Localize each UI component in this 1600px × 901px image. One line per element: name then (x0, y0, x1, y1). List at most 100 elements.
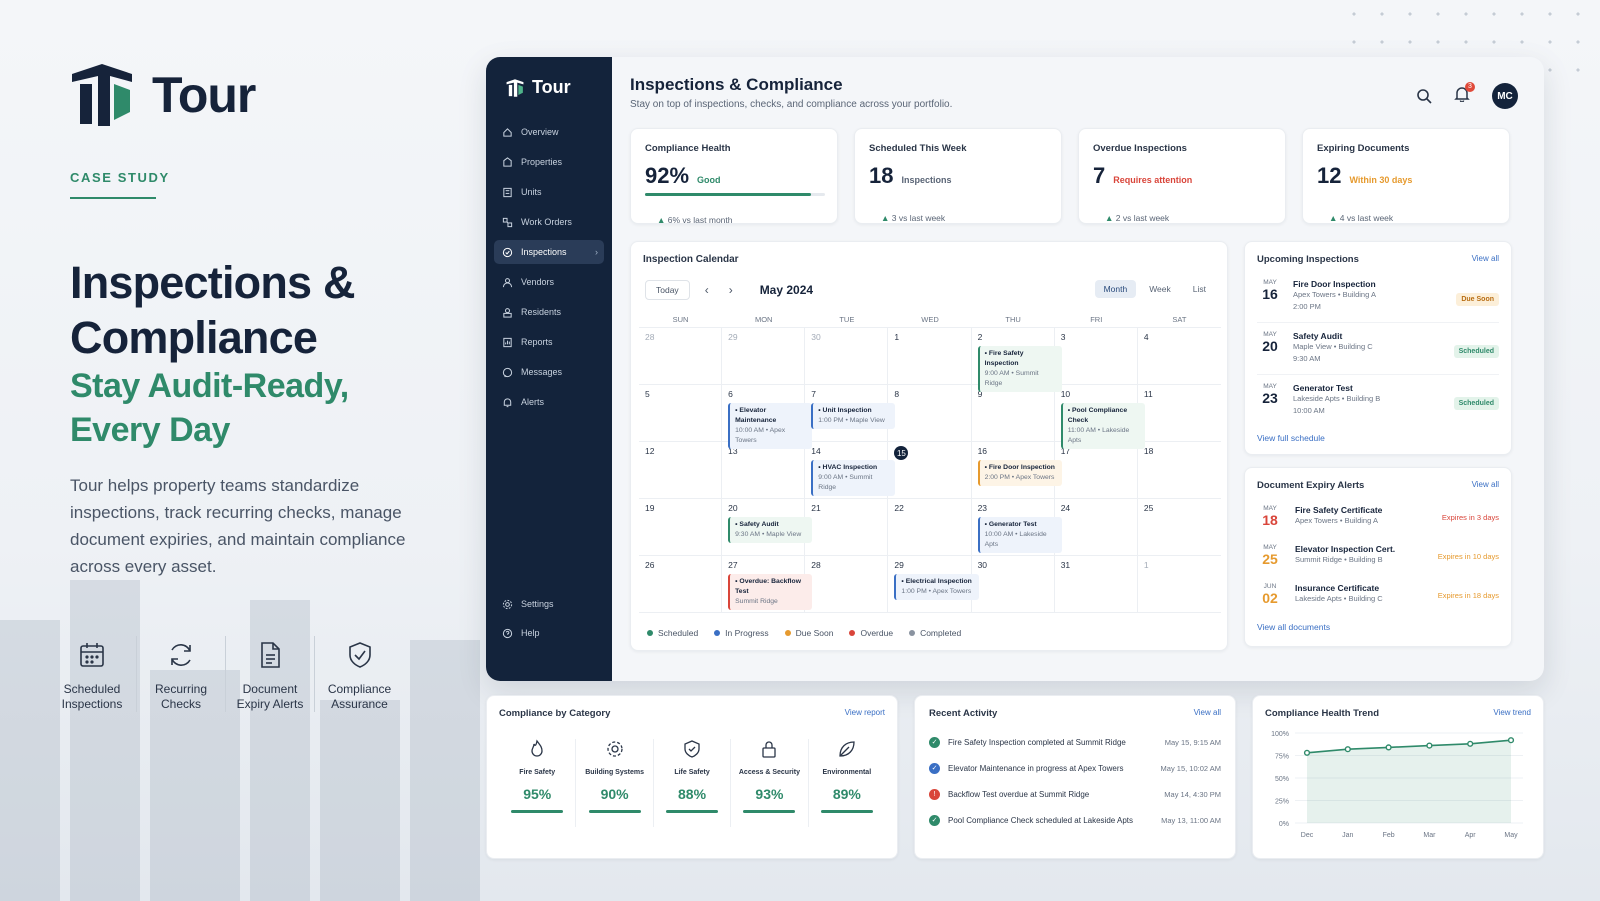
activity-item[interactable]: ✓ Pool Compliance Check scheduled at Lake… (929, 807, 1221, 833)
calendar-day[interactable]: 22 (888, 499, 972, 555)
calendar-day[interactable]: 15 (888, 442, 972, 498)
calendar-day[interactable]: 7 • Unit Inspection 1:00 PM • Maple View (805, 385, 896, 441)
calendar-day[interactable]: 11 (1138, 385, 1221, 441)
sidebar-item-help[interactable]: Help (494, 621, 604, 645)
calendar-day[interactable]: 23 • Generator Test 10:00 AM • Lakeside Ap… (972, 499, 1062, 555)
view-list-tab[interactable]: List (1192, 284, 1206, 294)
calendar-day[interactable]: 21 (805, 499, 889, 555)
sidebar-logo[interactable]: Tour (506, 77, 571, 98)
view-full-schedule-link[interactable]: View full schedule (1257, 433, 1325, 443)
upcoming-item[interactable]: MAY 16 Fire Door Inspection Apex Towers • B… (1257, 271, 1499, 323)
category-item[interactable]: Access & Security 93% (731, 739, 809, 827)
calendar-day[interactable]: 5 (639, 385, 723, 441)
feature-item: Document Expiry Alerts (226, 636, 315, 712)
calendar-day[interactable]: 13 (722, 442, 806, 498)
view-all-link[interactable]: View all (1471, 254, 1499, 263)
kpi-card[interactable]: Compliance Health 92% Good ▲ 6% vs last mon… (630, 128, 838, 225)
calendar-day[interactable]: 6 • Elevator Maintenance 10:00 AM • Apex T… (722, 385, 813, 449)
document-alert-item[interactable]: MAY 25 Elevator Inspection Cert. Summit Rid… (1257, 538, 1499, 577)
activity-item[interactable]: ✓ Elevator Maintenance in progress at Ape… (929, 755, 1221, 781)
sidebar-item-properties[interactable]: Properties (494, 150, 604, 174)
document-alert-item[interactable]: MAY 18 Fire Safety Certificate Apex Towers … (1257, 499, 1499, 538)
calendar-day[interactable]: 29 • Electrical Inspection 1:00 PM • Apex … (888, 556, 979, 612)
calendar-day[interactable]: 31 (1055, 556, 1138, 612)
view-all-documents-link[interactable]: View all documents (1257, 622, 1331, 632)
avatar[interactable]: MC (1492, 83, 1518, 109)
view-month-tab[interactable]: Month (1094, 280, 1137, 298)
sidebar-item-inspections[interactable]: Inspections › (494, 240, 604, 264)
calendar-day[interactable]: 4 (1138, 328, 1221, 384)
calendar-event[interactable]: • Unit Inspection 1:00 PM • Maple View (811, 403, 896, 429)
sidebar-item-messages[interactable]: Messages (494, 360, 604, 384)
calendar-day[interactable]: 26 (639, 556, 723, 612)
calendar-day[interactable]: 19 (639, 499, 723, 555)
view-trend-link[interactable]: View trend (1493, 708, 1531, 717)
calendar-day[interactable]: 1 (1138, 556, 1221, 612)
calendar-event[interactable]: • Generator Test 10:00 AM • Lakeside Apts (977, 517, 1062, 553)
calendar-event[interactable]: • Fire Door Inspection 2:00 PM • Apex Tow… (977, 460, 1062, 486)
calendar-event[interactable]: • Safety Audit 9:30 AM • Maple View (728, 517, 813, 543)
notifications-button[interactable]: 3 (1454, 81, 1475, 107)
calendar-day[interactable]: 25 (1138, 499, 1221, 555)
calendar-day[interactable]: 30 (805, 328, 889, 384)
kpi-card[interactable]: Expiring Documents 12 Within 30 days ▲ 4 vs… (1302, 128, 1510, 224)
activity-item[interactable]: ! Backflow Test overdue at Summit Ridge Ma… (929, 781, 1221, 807)
sidebar-item-residents[interactable]: Residents (494, 300, 604, 324)
today-button[interactable]: Today (645, 280, 690, 300)
sidebar-item-settings[interactable]: Settings (494, 592, 604, 616)
calendar-day[interactable]: 30 (972, 556, 1055, 612)
calendar-event[interactable]: • Fire Safety Inspection 9:00 AM • Summit… (977, 346, 1062, 392)
category-value: 95% (523, 786, 552, 802)
calendar-event[interactable]: • Pool Compliance Check 11:00 AM • Lakesi… (1060, 403, 1145, 449)
calendar-day[interactable]: 29 (722, 328, 806, 384)
category-item[interactable]: Environmental 89% (809, 739, 885, 827)
kpi-card[interactable]: Overdue Inspections 7 Requires attention ▲ … (1078, 128, 1286, 224)
calendar-day[interactable]: 12 (639, 442, 723, 498)
prev-month-button[interactable]: ‹ (704, 283, 709, 297)
sidebar-item-overview[interactable]: Overview (494, 120, 604, 144)
category-item[interactable]: Fire Safety 95% (499, 739, 577, 827)
next-month-button[interactable]: › (728, 283, 733, 297)
sidebar-item-reports[interactable]: Reports (494, 330, 604, 354)
weekday-label: THU (1005, 315, 1021, 324)
calendar-day[interactable]: 8 (888, 385, 972, 441)
calendar-day[interactable]: 16 • Fire Door Inspection 2:00 PM • Apex T… (972, 442, 1062, 498)
upcoming-item[interactable]: MAY 23 Generator Test Lakeside Apts • Build… (1257, 375, 1499, 427)
calendar-event[interactable]: • Overdue: Backflow Test Summit Ridge (728, 574, 813, 610)
category-item[interactable]: Life Safety 88% (654, 739, 732, 827)
legend-dot (714, 630, 721, 636)
kpi-card[interactable]: Scheduled This Week 18 Inspections ▲ 3 vs l… (854, 128, 1062, 224)
sidebar-item-units[interactable]: Units (494, 180, 604, 204)
calendar-day[interactable]: 14 • HVAC Inspection 9:00 AM • Summit Ridg… (805, 442, 896, 498)
view-all-link[interactable]: View all (1193, 708, 1221, 717)
calendar-day[interactable]: 28 (805, 556, 889, 612)
document-alert-item[interactable]: JUN 02 Insurance Certificate Lakeside Apts … (1257, 577, 1499, 616)
calendar-event[interactable]: • Elevator Maintenance 10:00 AM • Apex To… (728, 403, 813, 449)
date-day: 16 (1262, 286, 1278, 302)
date-month: MAY (1263, 279, 1277, 286)
calendar-day[interactable]: 1 (888, 328, 972, 384)
sidebar-item-work-orders[interactable]: Work Orders (494, 210, 604, 234)
view-all-link[interactable]: View all (1471, 480, 1499, 489)
calendar-day[interactable]: 27 • Overdue: Backflow Test Summit Ridge (722, 556, 813, 612)
calendar-day[interactable]: 28 (639, 328, 723, 384)
view-week-tab[interactable]: Week (1149, 284, 1171, 294)
calendar-day[interactable]: 10 • Pool Compliance Check 11:00 AM • Lake… (1055, 385, 1145, 449)
calendar-event[interactable]: • Electrical Inspection 1:00 PM • Apex To… (894, 574, 979, 600)
view-report-link[interactable]: View report (844, 708, 885, 717)
calendar-day[interactable]: 9 (972, 385, 1055, 441)
calendar-day[interactable]: 20 • Safety Audit 9:30 AM • Maple View (722, 499, 813, 555)
search-icon[interactable] (1416, 88, 1432, 104)
calendar-day[interactable]: 17 (1055, 442, 1138, 498)
calendar-day[interactable]: 24 (1055, 499, 1138, 555)
calendar-day[interactable]: 2 • Fire Safety Inspection 9:00 AM • Summi… (972, 328, 1062, 392)
sidebar-item-vendors[interactable]: Vendors (494, 270, 604, 294)
calendar-day[interactable]: 18 (1138, 442, 1221, 498)
upcoming-item[interactable]: MAY 20 Safety Audit Maple View • Building C… (1257, 323, 1499, 375)
activity-item[interactable]: ✓ Fire Safety Inspection completed at Sum… (929, 729, 1221, 755)
category-value: 93% (755, 786, 784, 802)
calendar-event[interactable]: • HVAC Inspection 9:00 AM • Summit Ridge (811, 460, 896, 496)
sidebar-item-alerts[interactable]: Alerts (494, 390, 604, 414)
calendar-day[interactable]: 3 (1055, 328, 1138, 384)
category-item[interactable]: Building Systems 90% (576, 739, 654, 827)
